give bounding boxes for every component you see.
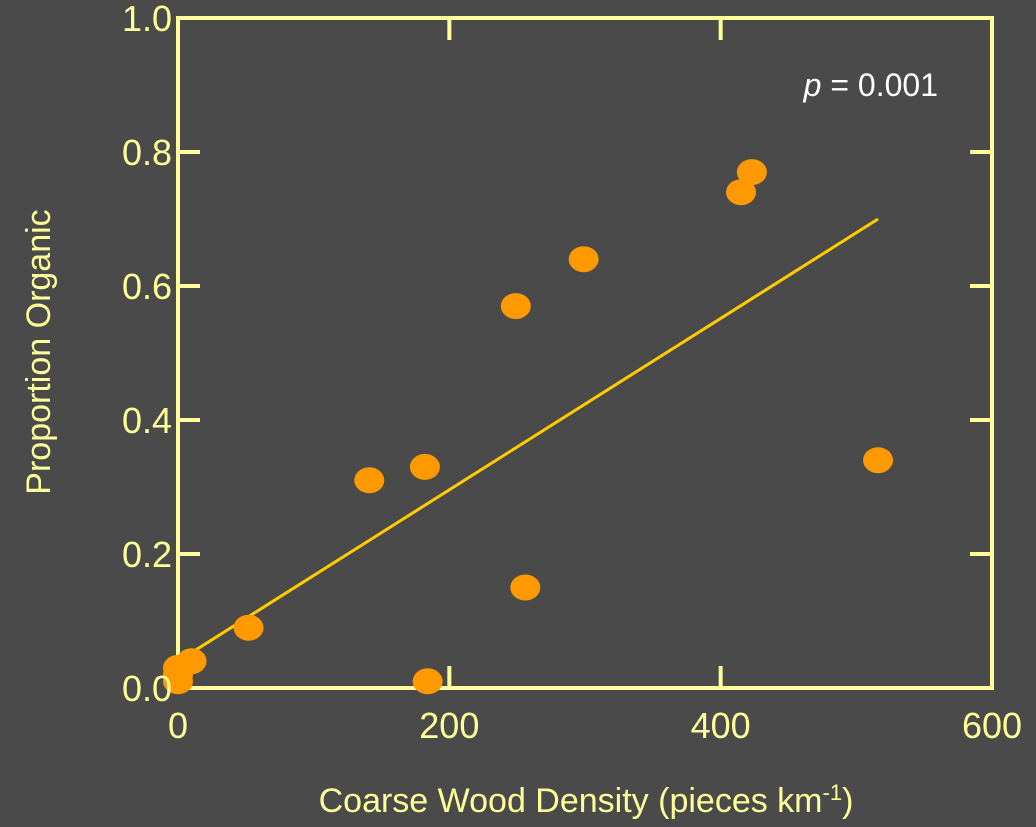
data-point-3 — [176, 648, 207, 675]
x-tick-label-0: 0 — [168, 705, 188, 746]
data-point-11 — [726, 179, 757, 206]
data-point-4 — [233, 614, 264, 641]
data-point-13 — [863, 447, 894, 474]
data-point-6 — [409, 453, 440, 480]
y-tick-label-5: 1.0 — [122, 0, 172, 39]
p-value-annotation: p = 0.001 — [803, 67, 938, 103]
x-tick-label-3: 600 — [962, 705, 1022, 746]
data-point-5 — [354, 467, 385, 494]
x-tick-label-2: 400 — [691, 705, 751, 746]
fit-line-group — [177, 217, 879, 663]
x-axis-title: Coarse Wood Density (pieces km-1) — [319, 780, 854, 821]
data-point-9 — [510, 574, 541, 601]
y-tick-label-3: 0.6 — [122, 266, 172, 307]
y-axis-title: Proportion Organic — [20, 209, 58, 494]
y-tick-label-1: 0.2 — [122, 534, 172, 575]
data-point-7 — [412, 668, 443, 695]
data-point-8 — [500, 293, 531, 320]
data-point-10 — [568, 246, 599, 273]
y-tick-label-0: 0.0 — [122, 668, 172, 709]
plot-frame — [176, 16, 994, 690]
data-point-12 — [736, 159, 767, 186]
y-tick-label-4: 0.8 — [122, 132, 172, 173]
y-tick-label-2: 0.4 — [122, 400, 172, 441]
tick-labels: 0 200 400 600 0.0 0.2 0.4 0.6 0.8 1.0 — [122, 0, 1022, 746]
data-points — [163, 159, 894, 695]
regression-line — [177, 217, 879, 663]
x-tick-label-1: 200 — [419, 705, 479, 746]
